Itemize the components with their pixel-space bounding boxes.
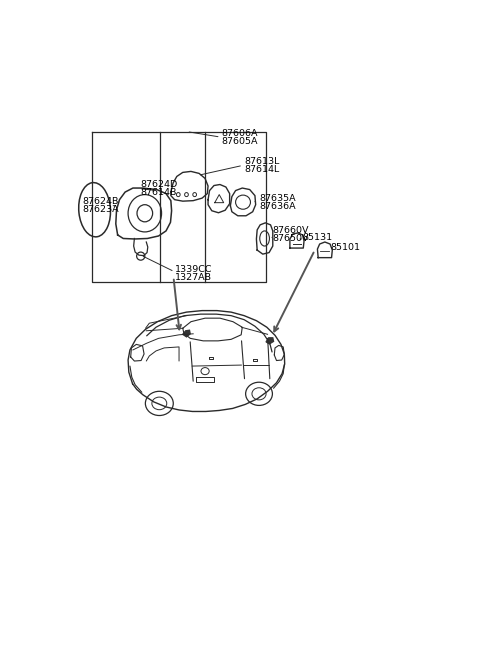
Text: 85101: 85101 (331, 243, 361, 252)
Text: 1339CC: 1339CC (175, 265, 213, 274)
Polygon shape (266, 338, 274, 344)
Text: 87624D: 87624D (140, 180, 177, 189)
Text: 87635A: 87635A (259, 194, 296, 203)
Text: 87623A: 87623A (83, 205, 119, 214)
Text: 87605A: 87605A (222, 137, 258, 145)
Text: 87636A: 87636A (259, 202, 296, 211)
Text: 1327AB: 1327AB (175, 273, 212, 282)
Text: 87614L: 87614L (244, 165, 279, 174)
Text: 85131: 85131 (302, 233, 333, 242)
Text: 87606A: 87606A (222, 128, 258, 138)
Text: 87624B: 87624B (83, 197, 119, 206)
Polygon shape (183, 330, 190, 337)
Text: 87614B: 87614B (140, 188, 176, 197)
Text: 87650V: 87650V (272, 234, 309, 244)
Text: 87660V: 87660V (272, 227, 309, 235)
Text: 87613L: 87613L (244, 157, 279, 166)
